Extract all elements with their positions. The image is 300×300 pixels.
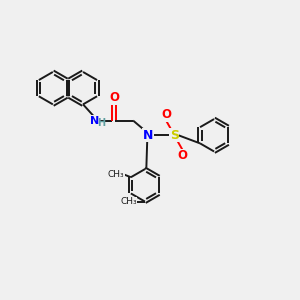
Text: CH₃: CH₃ <box>120 197 137 206</box>
Text: H: H <box>97 118 105 128</box>
Text: N: N <box>142 129 153 142</box>
Text: S: S <box>170 129 179 142</box>
Text: O: O <box>178 149 188 162</box>
Text: O: O <box>109 91 119 104</box>
Text: N: N <box>90 116 100 126</box>
Text: CH₃: CH₃ <box>108 170 124 179</box>
Text: O: O <box>161 108 171 121</box>
